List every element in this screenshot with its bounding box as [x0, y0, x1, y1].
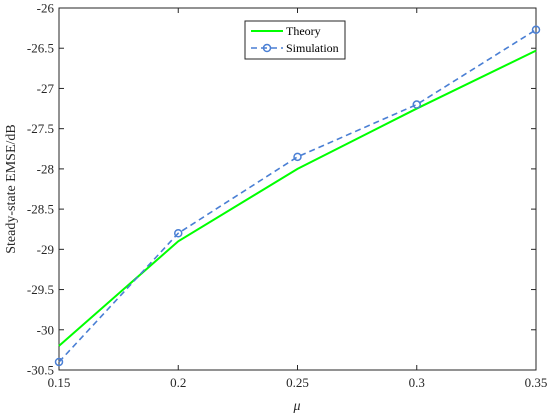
series-line-theory [58, 49, 537, 347]
legend-label-simulation: Simulation [286, 41, 339, 55]
y-tick-label: -30.5 [27, 363, 54, 378]
legend-label-theory: Theory [286, 24, 321, 38]
x-tick-label: 0.35 [525, 375, 548, 390]
legend: Theory Simulation [244, 20, 346, 60]
legend-marker-simulation [262, 43, 272, 53]
plot-area [58, 7, 537, 371]
x-tick-label: 0.3 [409, 375, 425, 390]
y-tick-label: -28 [37, 161, 54, 176]
y-axis-label: Steady-state EMSE/dB [4, 124, 19, 254]
data-point-simulation [174, 228, 183, 238]
series-line-simulation [58, 29, 537, 363]
legend-box [244, 20, 346, 60]
data-point-simulation [531, 25, 541, 34]
y-tick-label: -28.5 [27, 202, 54, 217]
y-tick-label: -29 [37, 242, 54, 257]
data-point-simulation [54, 357, 64, 367]
axis-ticks: 0.15 0.2 0.25 0.3 0.35 -26 -26.5 -27 -27.5 -28 -28… [27, 1, 547, 391]
x-tick-label: 0.15 [48, 375, 71, 390]
x-axis-label: μ [292, 399, 300, 414]
x-tick-label: 0.25 [286, 375, 309, 390]
data-point-simulation [412, 100, 421, 109]
y-tick-label: -30 [37, 322, 54, 337]
data-point-simulation [293, 152, 302, 162]
series-group [54, 25, 541, 367]
y-tick-label: -26.5 [27, 41, 54, 56]
y-tick-label: -27 [37, 81, 55, 96]
y-tick-label: -26 [37, 1, 55, 16]
y-tick-label: -27.5 [27, 121, 54, 136]
x-tick-label: 0.2 [170, 375, 186, 390]
y-tick-label: -29.5 [27, 282, 54, 297]
